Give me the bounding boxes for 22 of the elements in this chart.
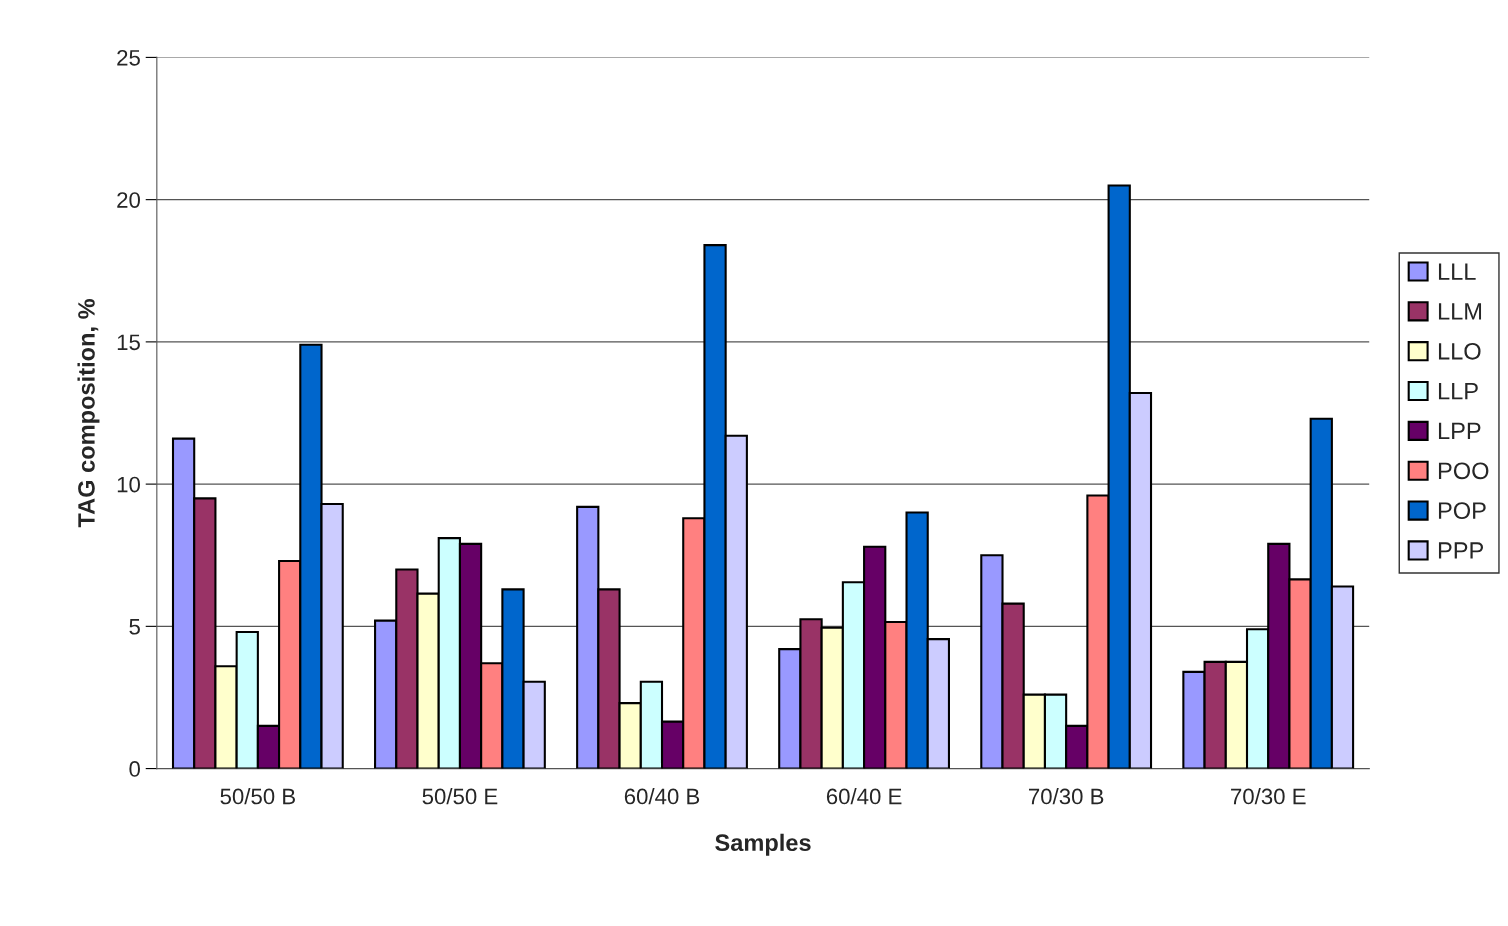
legend-label: LLL (1438, 263, 1476, 280)
legend-label: LLP (1438, 383, 1478, 400)
y-tick-label: 15 (117, 334, 140, 351)
legend-label: LPP (1438, 422, 1481, 440)
y-axis-title: TAG composition, % (77, 299, 100, 528)
x-tick-label: 50/50 B (220, 788, 295, 805)
x-tick-label: 70/30 B (1028, 788, 1104, 805)
x-tick-label: 60/40 E (826, 788, 902, 805)
legend-label: POP (1438, 502, 1486, 520)
x-axis-title: Samples (715, 833, 811, 856)
x-tick-label: 50/50 E (422, 788, 498, 805)
y-tick-label: 0 (129, 761, 140, 777)
y-tick-label: 10 (117, 476, 140, 493)
legend-label: PPP (1438, 542, 1484, 559)
y-tick-label: 20 (117, 192, 140, 208)
x-tick-label: 70/30 E (1231, 788, 1306, 805)
y-tick-label: 25 (117, 49, 140, 66)
legend-label: LLM (1438, 303, 1482, 320)
y-tick-label: 5 (129, 619, 140, 635)
legend-label: POO (1438, 462, 1489, 480)
x-tick-label: 60/40 B (624, 788, 700, 805)
legend-label: LLO (1438, 342, 1481, 360)
